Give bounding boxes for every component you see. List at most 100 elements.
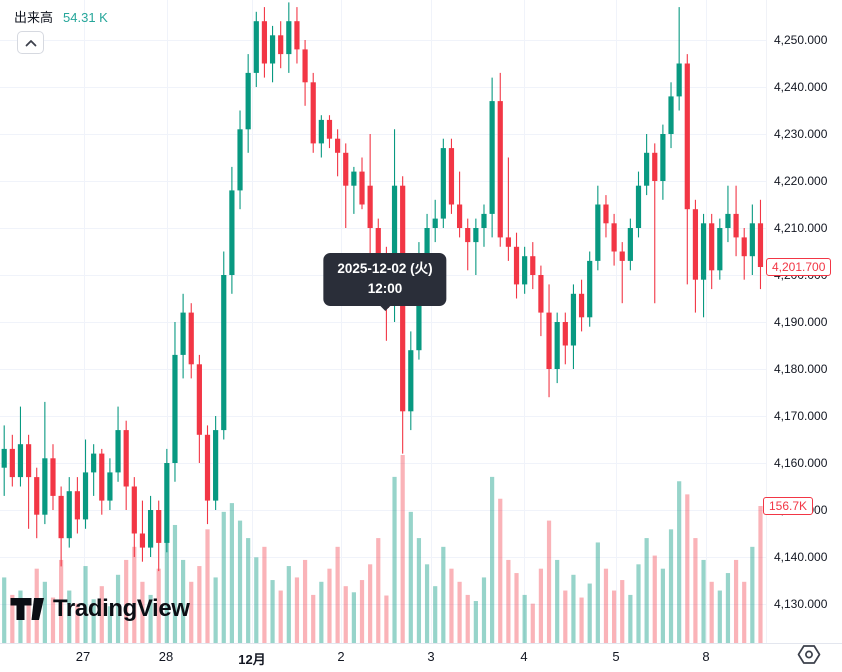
collapse-indicator-button[interactable] <box>17 31 44 54</box>
candle-body <box>335 138 341 153</box>
volume-bar <box>351 592 356 643</box>
volume-bar <box>50 597 56 643</box>
tradingview-logo[interactable]: TradingView <box>10 595 190 623</box>
candle-body <box>82 472 89 520</box>
candle-body <box>432 218 438 228</box>
volume-bar <box>701 559 706 643</box>
candle-body <box>513 246 520 285</box>
candle-body <box>473 228 479 243</box>
candle-body <box>42 458 48 515</box>
crosshair-date-tooltip: 2025-12-02 (火) 12:00 <box>323 253 447 306</box>
volume-bar <box>612 590 617 643</box>
volume-bar <box>652 555 657 643</box>
tradingview-glyph-icon <box>10 598 44 620</box>
volume-bar <box>441 546 446 643</box>
price-tick-label: 4,250.000 <box>774 33 828 47</box>
volume-bar <box>538 568 544 643</box>
volume-bar <box>270 580 275 643</box>
volume-bar <box>172 524 178 643</box>
candle-body <box>595 204 601 261</box>
time-tick-label: 27 <box>75 649 91 664</box>
price-axis[interactable]: 4,250.000 4,240.000 4,230.000 4,220.000 4,21… <box>766 0 842 643</box>
candle-body <box>269 35 276 64</box>
volume-bar <box>140 581 145 643</box>
price-tick-label: 4,230.000 <box>774 127 828 141</box>
volume-bar <box>294 577 300 643</box>
candle-body <box>652 152 658 181</box>
candle-body <box>34 477 40 515</box>
candle-body <box>538 275 544 313</box>
indicator-value: 54.31 K <box>63 10 108 25</box>
volume-bar <box>311 594 316 643</box>
volume-bar <box>246 538 251 643</box>
candle-body <box>497 101 503 238</box>
candle-body <box>58 495 64 539</box>
candle-body <box>278 35 284 55</box>
price-tick-label: 4,130.000 <box>774 597 828 611</box>
candle-body <box>570 293 577 346</box>
volume-bar <box>644 538 649 643</box>
candle-body <box>204 434 211 501</box>
volume-bar <box>359 580 365 643</box>
volume-bar <box>67 590 72 643</box>
volume-bar <box>132 546 137 643</box>
settings-gear-icon[interactable] <box>796 643 822 667</box>
tradingview-wordmark: TradingView <box>53 595 190 622</box>
volume-bar <box>473 601 478 643</box>
volume-bar <box>400 455 405 643</box>
volume-bar <box>181 559 186 643</box>
candle-body <box>391 185 398 275</box>
volume-bar <box>99 586 104 643</box>
volume-bar <box>506 559 511 643</box>
price-tick-label: 4,170.000 <box>774 409 828 423</box>
candle-body <box>554 322 560 369</box>
candle-body <box>717 228 723 271</box>
volume-bar <box>213 577 218 643</box>
candle-body <box>757 223 764 268</box>
time-tick-label: 3 <box>427 649 435 664</box>
candle-body <box>562 322 568 346</box>
volume-bar <box>563 590 568 643</box>
volume-bar <box>83 566 88 643</box>
volume-bar <box>628 594 633 643</box>
candle-body <box>676 63 682 97</box>
candle-body <box>424 228 430 257</box>
candle-body <box>578 293 585 318</box>
candle-body <box>286 21 292 55</box>
time-tick-label: 28 <box>158 649 174 664</box>
time-tick-label: 5 <box>612 649 620 664</box>
volume-bar <box>725 573 731 643</box>
candle-body <box>221 275 227 431</box>
candle-body <box>213 430 219 501</box>
volume-bar <box>254 557 259 643</box>
candle-body <box>229 190 235 275</box>
time-tick-label: 8 <box>702 649 710 664</box>
candle-body <box>440 148 446 219</box>
volume-bar <box>376 538 381 643</box>
volume-bar <box>343 586 348 643</box>
candle-body <box>709 223 715 271</box>
volume-bar <box>481 577 487 643</box>
candle-body <box>318 119 324 144</box>
volume-bar <box>571 574 576 643</box>
candle-body <box>180 312 186 355</box>
volume-bar <box>368 564 373 643</box>
volume-bar <box>2 577 7 643</box>
candle-body <box>196 364 202 435</box>
volume-bar <box>579 597 584 643</box>
candle-body <box>156 510 162 543</box>
volume-bar <box>530 603 535 643</box>
volume-bar <box>229 503 234 643</box>
volume-bar <box>693 538 698 643</box>
time-axis[interactable]: 27 28 12月 2 3 4 5 8 <box>0 643 842 668</box>
tooltip-time: 12:00 <box>367 281 403 296</box>
candle-body <box>611 223 617 252</box>
last-volume-value: 156.7K <box>769 498 808 513</box>
candle-body <box>408 350 414 412</box>
candle-body <box>74 491 80 520</box>
candle-body <box>147 510 154 548</box>
volume-bar <box>424 564 430 643</box>
candle-body <box>91 453 97 473</box>
